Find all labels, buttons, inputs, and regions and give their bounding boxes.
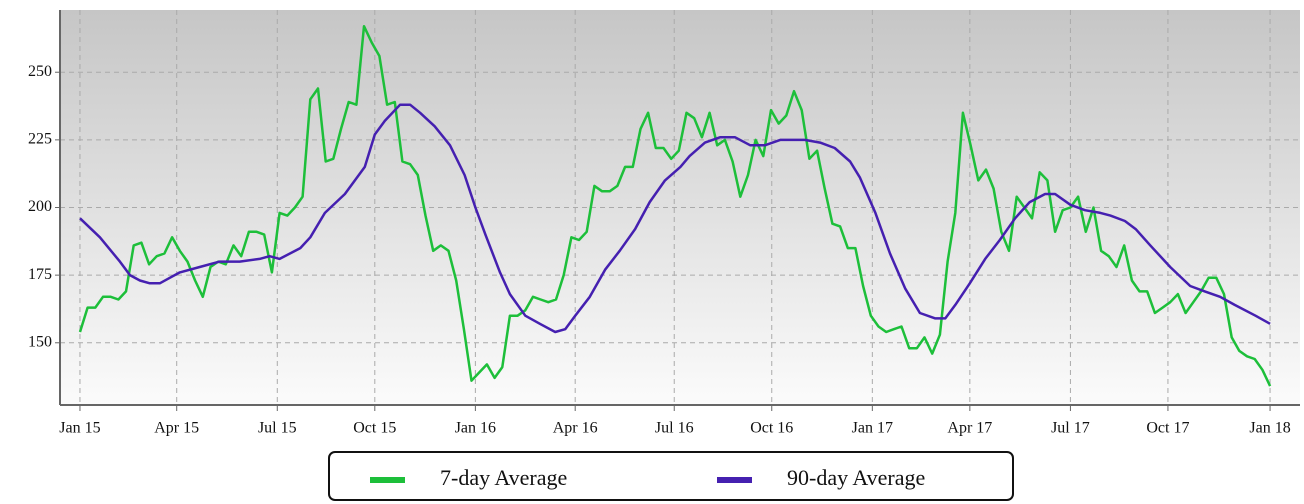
grid (60, 10, 1300, 405)
legend-items: 7-day Average 90-day Average (370, 465, 925, 490)
x-tick-label: Jan 17 (852, 420, 893, 437)
legend-label: 90-day Average (787, 465, 925, 490)
y-tick-label: 150 (28, 333, 52, 350)
x-tick-label: Jul 16 (655, 420, 694, 437)
x-tick-label: Jan 16 (455, 420, 496, 437)
x-tick-label: Oct 17 (1146, 420, 1189, 437)
legend (328, 451, 1014, 501)
x-tick-label: Apr 17 (947, 420, 992, 437)
x-tick-label: Apr 15 (154, 420, 199, 437)
series-line (79, 103, 1271, 334)
y-tick-label: 200 (28, 198, 52, 215)
x-tick-label: Oct 15 (353, 420, 396, 437)
legend-swatch (370, 477, 405, 483)
legend-label: 7-day Average (440, 465, 567, 490)
x-tick-label: Oct 16 (750, 420, 793, 437)
x-tick-label: Jul 15 (258, 420, 297, 437)
legend-swatch (717, 477, 752, 483)
x-tick-label: Jan 15 (59, 420, 100, 437)
lines (78, 24, 1272, 387)
y-tick-label: 250 (28, 63, 52, 80)
x-tick-label: Jan 18 (1249, 420, 1290, 437)
y-tick-label: 175 (28, 266, 52, 283)
x-tick-label: Jul 17 (1051, 420, 1090, 437)
y-tick-label: 225 (28, 131, 52, 148)
x-tick-label: Apr 16 (553, 420, 598, 437)
